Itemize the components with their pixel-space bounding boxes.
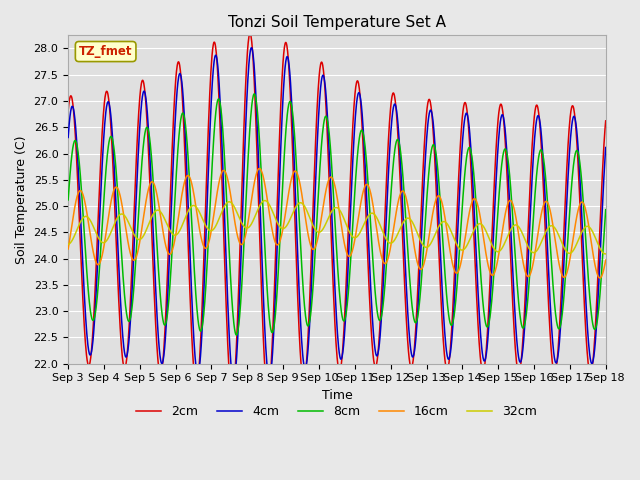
- 16cm: [106, 206, 113, 212]
- 16cm: [314, 238, 321, 243]
- 4cm: [230, 378, 237, 384]
- Legend: 2cm, 4cm, 8cm, 16cm, 32cm: 2cm, 4cm, 8cm, 16cm, 32cm: [131, 400, 542, 423]
- 4cm: [106, 104, 113, 109]
- 32cm: [314, 229, 321, 235]
- 16cm: [304, 229, 312, 235]
- 32cm: [371, 212, 378, 217]
- 2cm: [64, 108, 72, 114]
- 8cm: [128, 308, 136, 313]
- Line: 4cm: 4cm: [68, 48, 605, 381]
- 4cm: [293, 232, 301, 238]
- 8cm: [293, 172, 301, 178]
- 8cm: [304, 323, 312, 329]
- Line: 2cm: 2cm: [68, 34, 605, 395]
- 8cm: [250, 91, 258, 97]
- 16cm: [128, 254, 136, 260]
- 2cm: [293, 274, 301, 280]
- 2cm: [246, 31, 254, 36]
- 4cm: [64, 134, 72, 140]
- 32cm: [304, 210, 312, 216]
- Y-axis label: Soil Temperature (C): Soil Temperature (C): [15, 135, 28, 264]
- 4cm: [371, 344, 379, 350]
- 32cm: [106, 232, 113, 238]
- 4cm: [248, 45, 255, 50]
- 32cm: [602, 251, 609, 257]
- 8cm: [232, 332, 240, 338]
- 8cm: [371, 284, 379, 290]
- 4cm: [128, 297, 136, 302]
- 2cm: [371, 363, 379, 369]
- 8cm: [106, 136, 113, 142]
- Text: TZ_fmet: TZ_fmet: [79, 45, 132, 58]
- 16cm: [371, 211, 378, 217]
- 2cm: [128, 271, 136, 277]
- 16cm: [255, 166, 263, 171]
- 2cm: [304, 334, 312, 339]
- 2cm: [314, 94, 321, 99]
- 4cm: [602, 144, 609, 150]
- 16cm: [596, 275, 604, 281]
- 4cm: [304, 346, 312, 352]
- 4cm: [314, 130, 321, 135]
- Line: 32cm: 32cm: [68, 201, 605, 254]
- 2cm: [228, 392, 236, 397]
- 16cm: [292, 169, 300, 175]
- 32cm: [292, 203, 300, 209]
- X-axis label: Time: Time: [321, 389, 352, 402]
- 8cm: [602, 207, 609, 213]
- 32cm: [64, 241, 72, 247]
- 32cm: [261, 198, 269, 204]
- 2cm: [602, 118, 609, 124]
- Line: 16cm: 16cm: [68, 168, 605, 278]
- Line: 8cm: 8cm: [68, 94, 605, 335]
- 16cm: [602, 257, 609, 263]
- 32cm: [602, 251, 609, 257]
- Title: Tonzi Soil Temperature Set A: Tonzi Soil Temperature Set A: [228, 15, 446, 30]
- 2cm: [106, 108, 113, 113]
- 16cm: [64, 246, 72, 252]
- 8cm: [314, 202, 321, 208]
- 8cm: [64, 197, 72, 203]
- 32cm: [128, 227, 136, 232]
